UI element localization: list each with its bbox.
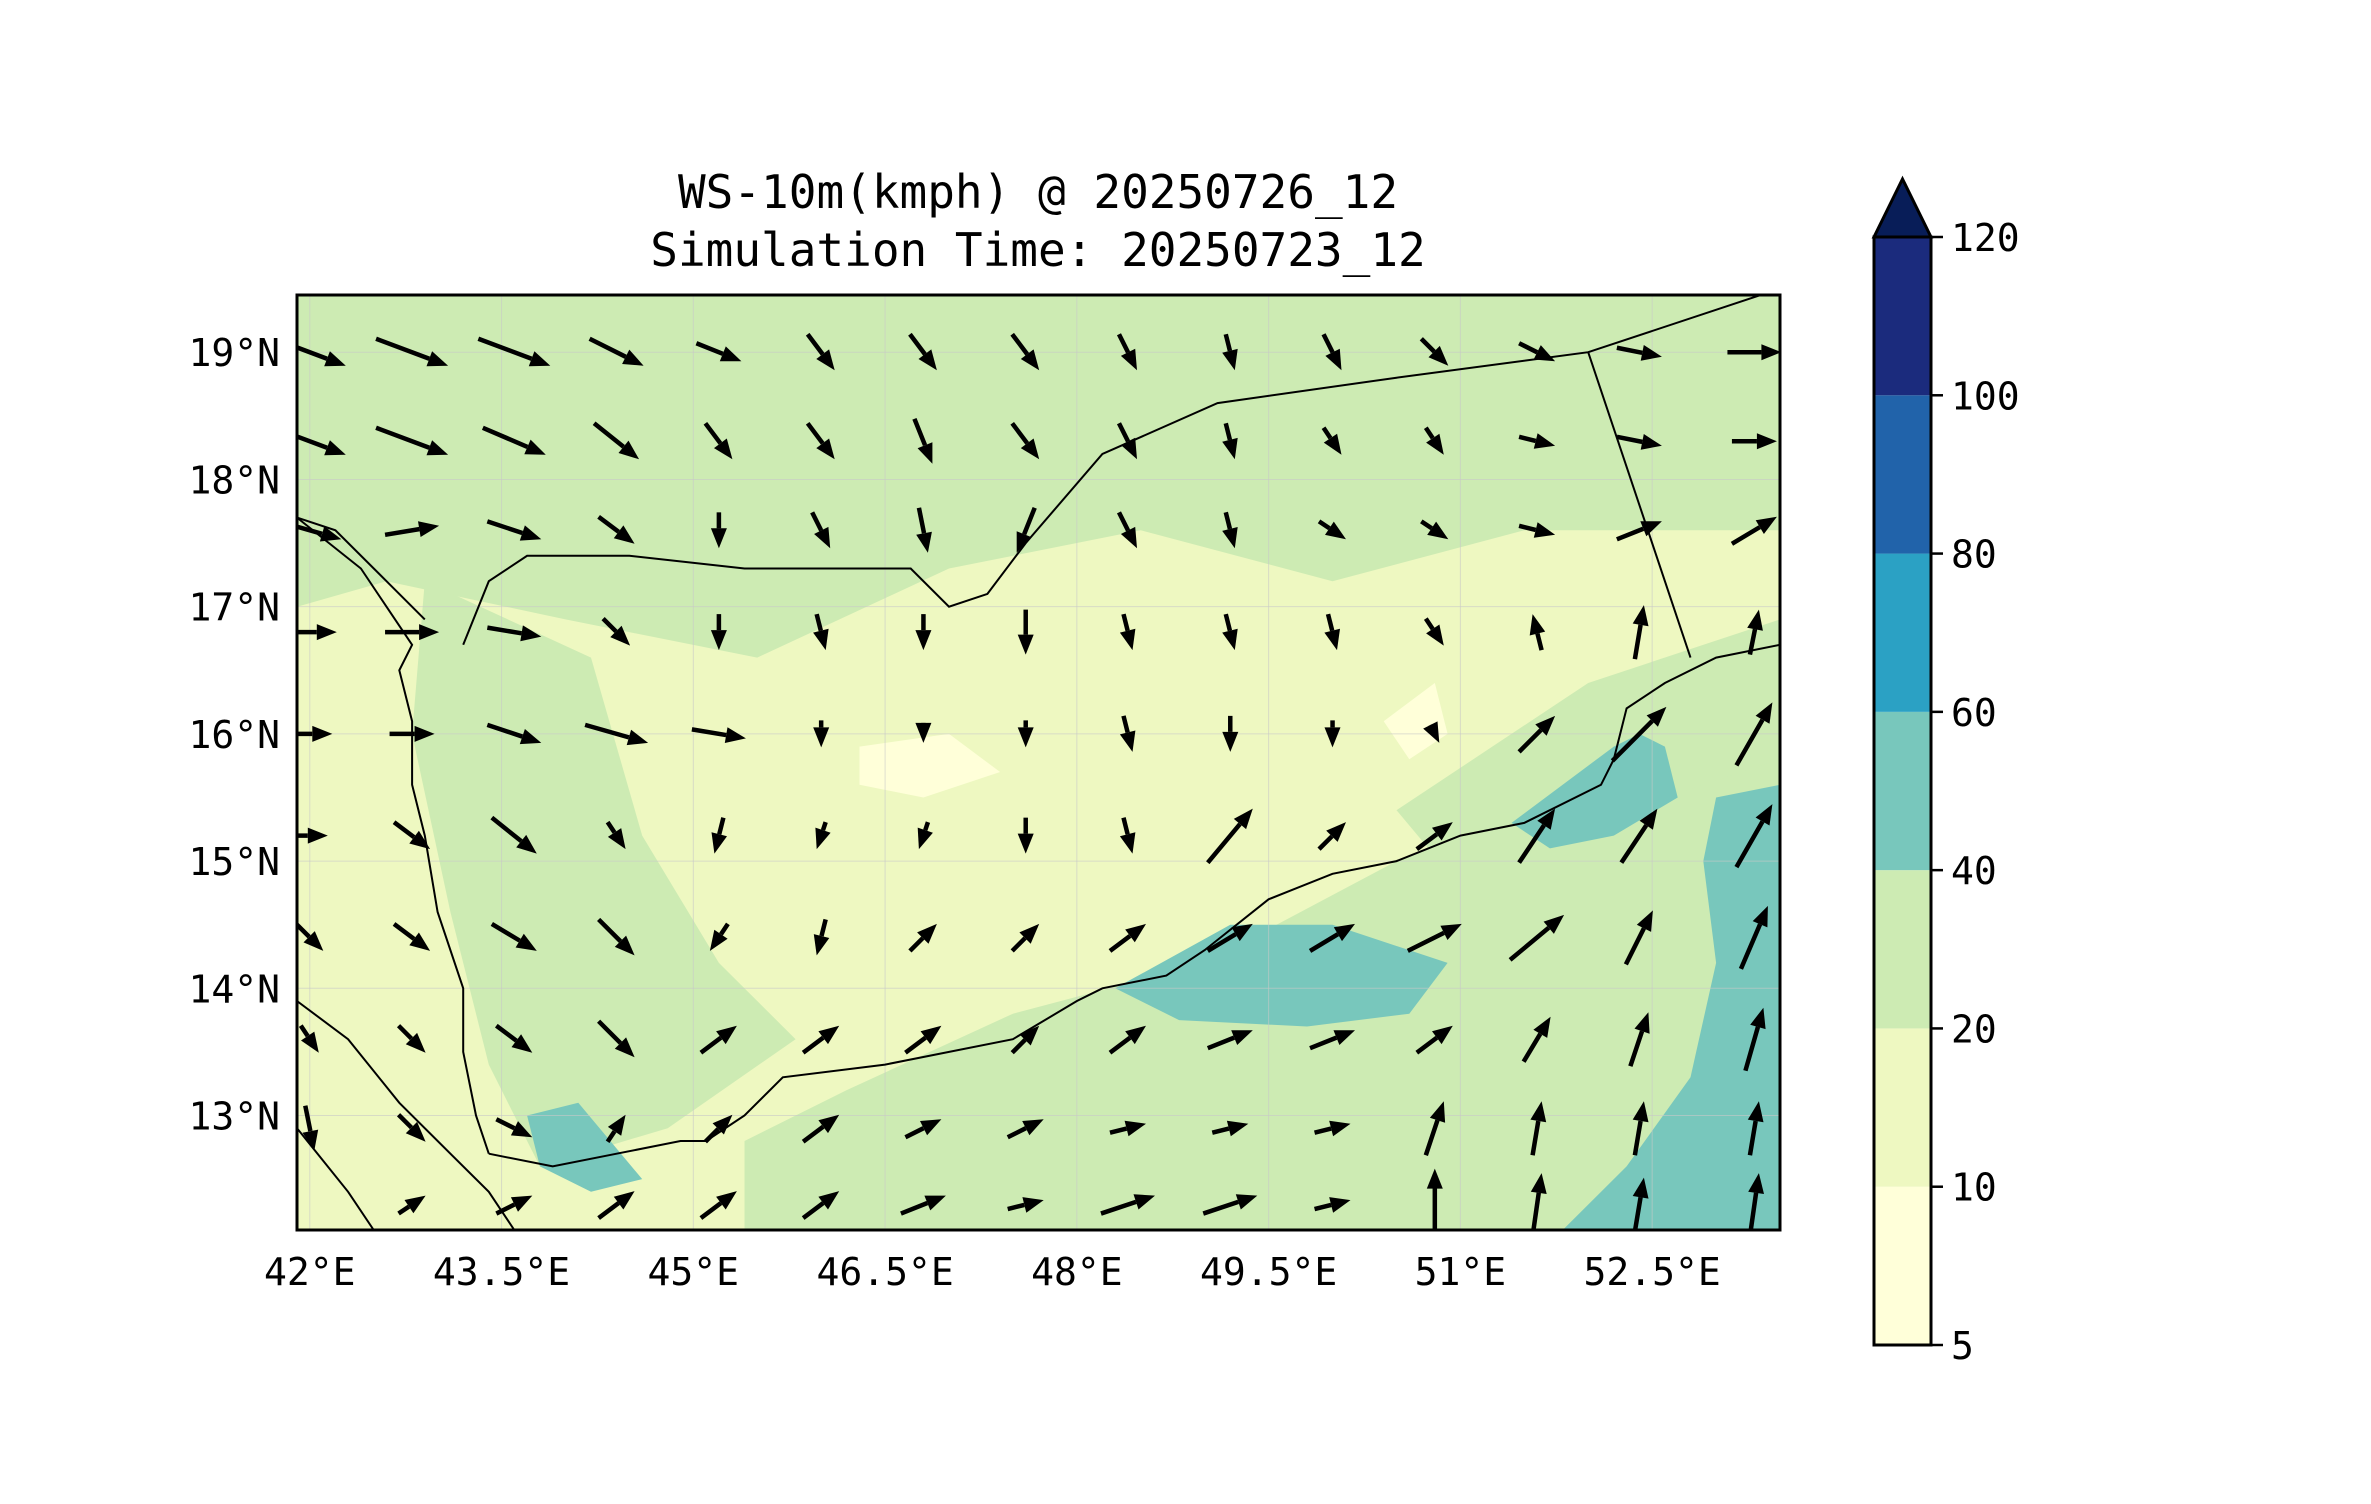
y-tick-label: 15°N [188, 840, 280, 884]
x-tick-label: 45°E [648, 1250, 740, 1294]
y-tick-label: 16°N [188, 713, 280, 757]
x-tick-label: 46.5°E [816, 1250, 953, 1294]
x-tick-label: 51°E [1415, 1250, 1507, 1294]
colorbar: 5 10 20 40 60 80 100 120 [1874, 179, 2020, 1368]
colorbar-segment [1874, 554, 1931, 712]
colorbar-tick-label: 10 [1951, 1166, 1997, 1210]
y-tick-label: 18°N [188, 458, 280, 502]
colorbar-tick-label: 40 [1951, 849, 1997, 893]
colorbar-segment [1874, 237, 1931, 395]
y-tick-label: 13°N [188, 1095, 280, 1139]
colorbar-segment [1874, 870, 1931, 1028]
colorbar-segment [1874, 1028, 1931, 1186]
colorbar-tick-label: 60 [1951, 691, 1997, 735]
colorbar-tick-label: 120 [1951, 216, 2020, 260]
x-tick-label: 48°E [1031, 1250, 1123, 1294]
colorbar-extend-arrow [1874, 179, 1931, 237]
figure-title-line1: WS-10m(kmph) @ 20250726_12 [678, 165, 1398, 219]
y-tick-label: 17°N [188, 586, 280, 630]
figure-title-line2: Simulation Time: 20250723_12 [650, 223, 1425, 277]
colorbar-segment [1874, 712, 1931, 870]
x-axis-ticks: 42°E 43.5°E 45°E 46.5°E 48°E 49.5°E 51°E 52.5°E [264, 1250, 1721, 1294]
wind-arrow-shaft [925, 822, 928, 830]
colorbar-segment [1874, 395, 1931, 553]
x-tick-label: 42°E [264, 1250, 356, 1294]
wind-arrow-shaft [823, 822, 826, 830]
colorbar-segment [1874, 1187, 1931, 1345]
x-tick-label: 49.5°E [1200, 1250, 1337, 1294]
x-tick-label: 43.5°E [433, 1250, 570, 1294]
colorbar-tick-label: 5 [1951, 1324, 1974, 1368]
colorbar-tick-label: 80 [1951, 533, 1997, 577]
y-axis-ticks: 19°N 18°N 17°N 16°N 15°N 14°N 13°N [188, 331, 280, 1138]
x-tick-label: 52.5°E [1584, 1250, 1721, 1294]
colorbar-tick-label: 100 [1951, 374, 2020, 418]
colorbar-tick-label: 20 [1951, 1007, 1997, 1051]
map-panel [274, 289, 1782, 1241]
y-tick-label: 19°N [188, 331, 280, 375]
y-tick-label: 14°N [188, 967, 280, 1011]
